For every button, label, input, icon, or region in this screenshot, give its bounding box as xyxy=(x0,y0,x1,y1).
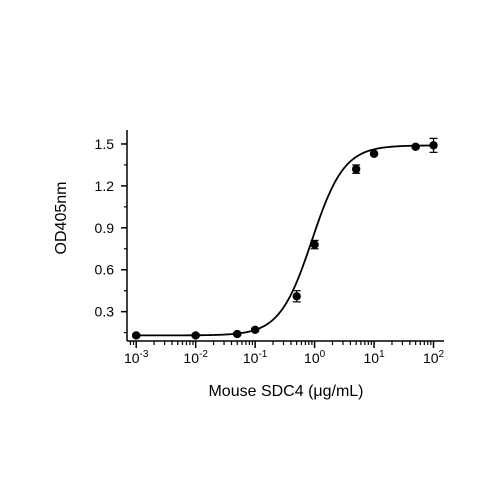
y-tick-group: 0.3 0.6 0.9 1.2 1.5 xyxy=(95,136,127,334)
x-axis-label: Mouse SDC4 (μg/mL) xyxy=(208,383,363,400)
x-tick-group: 10-3 10-2 10-1 100 101 102 xyxy=(124,341,445,366)
y-axis-label: OD405nm xyxy=(53,182,70,255)
data-point xyxy=(132,331,141,340)
data-point xyxy=(250,325,260,335)
data-point-marker xyxy=(292,292,301,301)
data-point-marker xyxy=(411,142,420,151)
data-point-marker xyxy=(191,331,200,340)
data-point-marker xyxy=(351,164,361,174)
data-point-marker xyxy=(250,325,260,335)
data-point-marker xyxy=(429,141,438,150)
x-tick-label: 100 xyxy=(304,349,326,366)
x-tick-label: 101 xyxy=(363,349,385,366)
y-tick-label: 0.6 xyxy=(95,262,115,278)
x-tick-label: 102 xyxy=(423,349,445,366)
data-point xyxy=(191,331,200,340)
data-point-marker xyxy=(310,240,319,249)
x-tick-label: 10-2 xyxy=(183,349,208,366)
data-point xyxy=(429,137,438,153)
x-tick-label: 10-1 xyxy=(243,349,268,366)
y-tick-label: 0.3 xyxy=(95,304,115,320)
y-tick-label: 1.5 xyxy=(95,136,115,152)
data-point xyxy=(369,149,379,158)
data-point-marker xyxy=(233,329,242,339)
data-point xyxy=(233,329,242,339)
data-point xyxy=(310,239,319,250)
data-point-group xyxy=(132,137,438,340)
fit-curve xyxy=(136,144,434,337)
data-point xyxy=(411,142,420,151)
y-tick-label: 0.9 xyxy=(95,220,115,236)
data-point-marker xyxy=(369,149,379,158)
x-tick-label: 10-3 xyxy=(124,349,149,366)
data-point-marker xyxy=(132,331,141,340)
data-point xyxy=(292,290,301,303)
data-point xyxy=(351,164,361,174)
y-tick-label: 1.2 xyxy=(95,178,115,194)
